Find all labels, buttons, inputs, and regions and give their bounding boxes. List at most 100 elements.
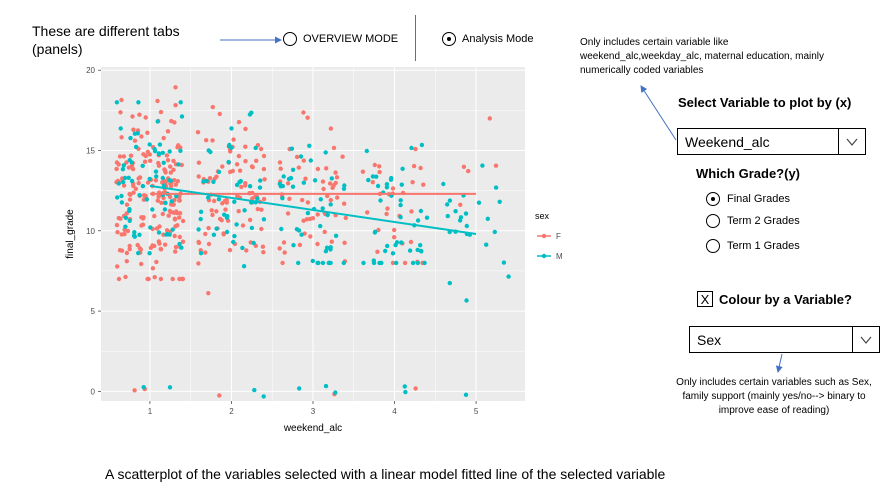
colour-checkbox[interactable]: X [697,291,713,307]
data-point-F [458,202,463,207]
x-axis-label: weekend_alc [283,423,342,434]
data-point-F [203,250,208,255]
data-point-F [157,224,162,229]
data-point-F [145,276,150,282]
y-tick-label: 0 [91,387,96,396]
data-point-M [240,245,245,251]
data-point-F [461,164,467,169]
data-point-F [259,226,264,232]
grade-option-term2[interactable]: Term 2 Grades [706,214,800,228]
term2-grade-radio-icon[interactable] [706,214,720,228]
data-point-F [115,230,120,235]
data-point-F [315,212,320,217]
data-point-F [321,186,326,192]
data-point-F [172,233,177,239]
data-point-M [445,202,450,207]
tab-analysis-mode[interactable]: Analysis Mode [442,32,534,46]
data-point-F [114,160,120,165]
data-point-M [307,143,312,148]
x-dropdown-button[interactable] [838,129,865,154]
term1-grade-radio-icon[interactable] [706,239,720,253]
analysis-radio-icon[interactable] [442,32,456,46]
data-point-F [116,276,122,282]
data-point-F [141,152,146,157]
data-point-F [179,162,184,168]
data-point-F [466,168,471,174]
tab-analysis-label: Analysis Mode [462,33,534,45]
tab-overview-mode[interactable]: OVERVIEW MODE [283,32,398,46]
data-point-F [145,130,150,135]
data-point-F [305,115,310,120]
data-point-M [252,387,257,393]
x-variable-select[interactable]: Weekend_alc [677,128,866,155]
data-point-F [214,209,219,214]
data-point-F [331,145,337,151]
data-point-F [375,249,380,254]
data-point-F [328,197,333,203]
data-point-M [378,198,383,203]
data-point-M [480,163,485,168]
data-point-M [323,249,329,254]
data-point-F [173,249,178,254]
colour-dropdown-button[interactable] [852,327,879,352]
data-point-F [172,210,178,215]
colour-variable-select[interactable]: Sex [689,326,880,353]
data-point-M [129,160,134,165]
data-point-F [158,276,164,282]
data-point-F [165,129,171,134]
data-point-M [384,182,390,187]
data-point-M [152,148,158,154]
data-point-F [206,291,211,296]
data-point-M [297,386,302,391]
data-point-M [120,167,126,172]
data-point-F [171,167,176,172]
data-point-F [281,240,287,245]
data-point-F [408,239,414,245]
data-point-M [114,100,120,105]
data-point-M [127,218,132,223]
data-point-F [328,126,334,131]
data-point-F [139,261,144,267]
data-point-M [409,145,414,151]
data-point-F [390,260,396,266]
data-point-M [137,232,142,237]
data-point-M [315,260,320,266]
data-point-F [175,179,180,184]
data-point-M [298,154,304,159]
data-point-F [203,231,208,237]
data-point-F [171,158,176,164]
data-point-M [167,149,172,154]
data-point-M [398,202,403,208]
data-point-F [392,227,397,233]
grade-option-label: Final Grades [727,193,790,205]
data-point-F [335,195,340,200]
data-point-M [476,200,482,205]
data-point-F [237,168,243,173]
data-point-M [229,126,234,131]
grade-option-term1[interactable]: Term 1 Grades [706,239,800,253]
grade-option-label: Term 1 Grades [727,240,800,252]
data-point-M [318,197,323,202]
data-point-F [170,276,175,282]
data-point-M [232,233,237,239]
data-point-F [402,260,408,266]
data-point-M [147,251,152,256]
final-grade-radio-icon[interactable] [706,192,720,206]
data-point-M [121,179,126,185]
overview-radio-icon[interactable] [283,32,297,46]
data-point-F [165,158,171,163]
data-point-F [150,266,156,271]
data-point-F [320,179,326,184]
data-point-M [294,227,300,232]
colour-by-variable-control[interactable]: X Colour by a Variable? [697,291,852,307]
legend-label-M: M [556,252,563,261]
data-point-M [169,199,174,204]
data-point-F [410,180,415,185]
data-point-M [178,100,183,105]
data-point-F [150,243,155,248]
data-point-F [143,193,148,198]
data-point-F [392,235,397,240]
data-point-M [160,150,165,155]
grade-option-final[interactable]: Final Grades [706,192,790,206]
y-tick-label: 10 [86,227,95,236]
